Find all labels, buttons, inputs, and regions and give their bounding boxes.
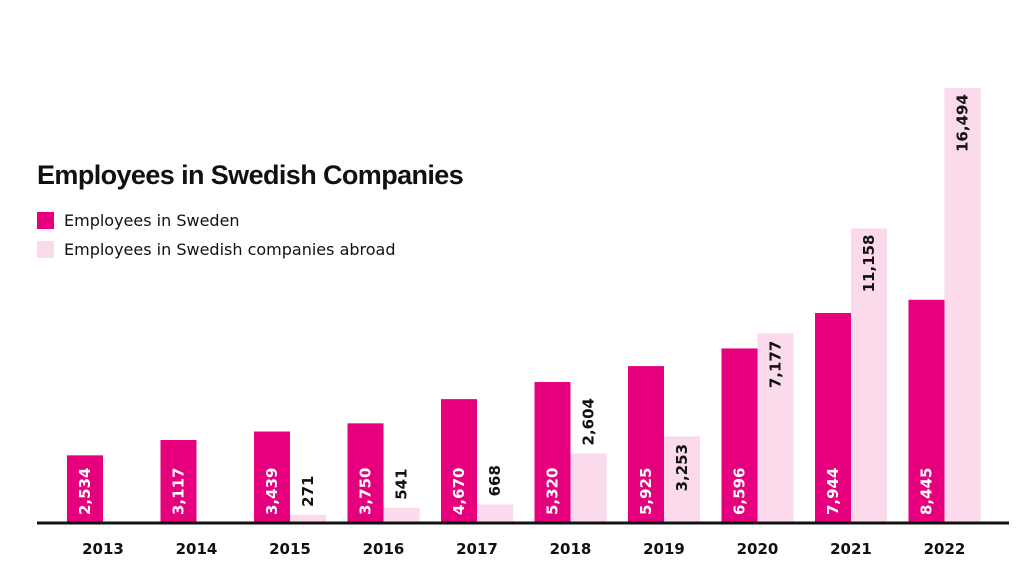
x-tick-label-2018: 2018 <box>550 540 592 558</box>
x-tick-label-2022: 2022 <box>924 540 966 558</box>
data-label-sweden-2015: 3,439 <box>263 468 281 515</box>
legend-item-sweden: Employees in Sweden <box>37 206 396 235</box>
bar-sweden-2017 <box>441 399 477 522</box>
data-label-abroad-2015: 271 <box>299 476 317 507</box>
bar-abroad-2021 <box>851 228 887 522</box>
legend-swatch-sweden <box>37 212 54 229</box>
data-label-sweden-2020: 6,596 <box>731 468 749 515</box>
x-tick-label-2014: 2014 <box>176 540 218 558</box>
bar-abroad-2017 <box>477 504 513 522</box>
data-label-abroad-2017: 668 <box>486 465 504 496</box>
chart-title: Employees in Swedish Companies <box>37 160 464 190</box>
data-label-abroad-2020: 7,177 <box>767 341 785 388</box>
x-tick-label-2020: 2020 <box>737 540 779 558</box>
data-label-sweden-2017: 4,670 <box>450 468 468 515</box>
data-label-abroad-2018: 2,604 <box>580 398 598 445</box>
data-label-sweden-2016: 3,750 <box>357 468 375 515</box>
data-label-sweden-2022: 8,445 <box>918 468 936 515</box>
data-label-sweden-2014: 3,117 <box>170 468 188 515</box>
data-label-sweden-2021: 7,944 <box>824 468 842 515</box>
data-label-abroad-2021: 11,158 <box>860 235 878 293</box>
bar-sweden-2016 <box>347 423 384 522</box>
legend: Employees in Sweden Employees in Swedish… <box>37 206 396 264</box>
bar-abroad-2020 <box>757 333 794 522</box>
data-label-abroad-2022: 16,494 <box>954 94 972 152</box>
x-tick-label-2015: 2015 <box>269 540 311 558</box>
legend-label-sweden: Employees in Sweden <box>64 211 240 230</box>
x-tick-label-2017: 2017 <box>456 540 498 558</box>
bar-abroad-2016 <box>383 507 420 522</box>
x-tick-label-2013: 2013 <box>82 540 124 558</box>
data-label-sweden-2018: 5,320 <box>544 468 562 515</box>
bar-sweden-2020 <box>721 348 758 522</box>
legend-label-abroad: Employees in Swedish companies abroad <box>64 240 396 259</box>
bar-sweden-2014 <box>160 439 197 522</box>
legend-item-abroad: Employees in Swedish companies abroad <box>37 235 396 264</box>
bar-sweden-2018 <box>534 382 571 522</box>
legend-swatch-abroad <box>37 241 54 258</box>
x-tick-label-2019: 2019 <box>643 540 685 558</box>
bar-abroad-2022 <box>944 88 981 522</box>
data-label-sweden-2013: 2,534 <box>76 468 94 515</box>
bar-sweden-2013 <box>67 455 103 522</box>
data-label-abroad-2016: 541 <box>393 468 411 499</box>
data-label-sweden-2019: 5,925 <box>637 468 655 515</box>
bar-sweden-2021 <box>815 312 851 522</box>
x-tick-label-2021: 2021 <box>830 540 872 558</box>
bar-abroad-2015 <box>290 514 326 522</box>
bar-sweden-2015 <box>254 431 290 522</box>
bar-abroad-2019 <box>664 436 700 522</box>
bar-sweden-2019 <box>628 366 664 522</box>
data-label-abroad-2019: 3,253 <box>673 444 691 491</box>
x-tick-label-2016: 2016 <box>363 540 405 558</box>
bar-abroad-2018 <box>570 453 607 522</box>
bar-sweden-2022 <box>908 299 945 522</box>
